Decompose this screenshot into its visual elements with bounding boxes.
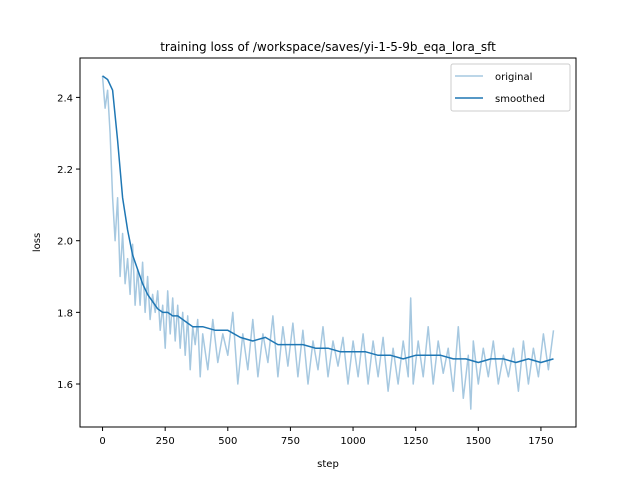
x-tick-label: 1500 [466,436,491,447]
x-tick-label: 1250 [403,436,428,447]
x-tick-label: 1000 [340,436,365,447]
x-tick-label: 500 [218,436,237,447]
axis-ticks: 0 250 500 750 1000 1250 1500 1750 1.6 1.8 2.0 2.2 2.… [57,93,554,447]
legend-label-original: original [495,72,532,83]
y-tick-label: 1.6 [57,380,73,391]
legend: original smoothed [450,63,571,112]
y-tick-label: 2.2 [57,165,73,176]
y-tick-label: 2.0 [57,237,73,248]
x-tick-label: 1750 [528,436,553,447]
x-tick-label: 750 [281,436,300,447]
legend-label-smoothed: smoothed [495,94,545,105]
axes-frame [79,57,577,428]
y-tick-label: 2.4 [57,93,73,104]
y-tick-label: 1.8 [57,308,73,319]
x-tick-label: 250 [156,436,175,447]
series-line-smoothed [102,75,554,364]
chart-title: training loss of /workspace/saves/yi-1-5… [160,40,496,54]
x-tick-label: 0 [99,436,105,447]
y-axis-label: loss [32,233,43,252]
series-line-original [101,75,555,410]
plot-area [101,75,555,410]
x-axis-label: step [317,459,339,470]
